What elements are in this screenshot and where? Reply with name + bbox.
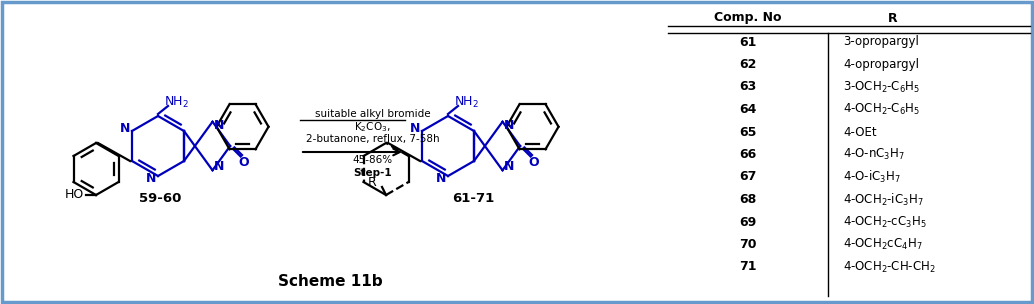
Text: K$_2$CO$_3$,: K$_2$CO$_3$, [355,120,391,134]
Text: 68: 68 [739,193,757,206]
Text: 3-OCH$_2$-C$_6$H$_5$: 3-OCH$_2$-C$_6$H$_5$ [843,79,920,95]
Text: 4-OCH$_2$-C$_6$H$_5$: 4-OCH$_2$-C$_6$H$_5$ [843,102,920,117]
Text: 67: 67 [739,171,757,184]
Text: 4-OCH$_2$-cC$_3$H$_5$: 4-OCH$_2$-cC$_3$H$_5$ [843,214,926,230]
Text: Comp. No: Comp. No [714,12,782,25]
Text: HO: HO [64,188,84,202]
Text: 69: 69 [739,216,757,229]
Text: N: N [409,123,420,136]
Text: R: R [888,12,898,25]
Text: 4-O-nC$_3$H$_7$: 4-O-nC$_3$H$_7$ [843,147,905,162]
Text: 4-opropargyl: 4-opropargyl [843,58,919,71]
Text: N: N [120,123,130,136]
Text: NH$_2$: NH$_2$ [163,95,188,109]
Text: N: N [214,160,224,173]
Text: N: N [505,160,515,173]
Text: 63: 63 [739,81,757,94]
Text: 4-O-iC$_3$H$_7$: 4-O-iC$_3$H$_7$ [843,169,901,185]
Text: 66: 66 [739,148,757,161]
Text: NH$_2$: NH$_2$ [454,95,479,109]
Text: suitable alkyl bromide: suitable alkyl bromide [314,109,430,119]
Text: 3-opropargyl: 3-opropargyl [843,36,919,49]
Text: 71: 71 [739,261,757,274]
Text: 4-OCH$_2$-CH-CH$_2$: 4-OCH$_2$-CH-CH$_2$ [843,259,936,275]
Text: Step-1: Step-1 [354,168,392,178]
Text: R: R [368,177,376,189]
Text: N: N [214,119,224,132]
Text: 70: 70 [739,238,757,251]
Text: N: N [146,171,156,185]
Text: 59-60: 59-60 [139,192,181,205]
Text: 4-OEt: 4-OEt [843,126,877,139]
Text: 62: 62 [739,58,757,71]
Text: 64: 64 [739,103,757,116]
Text: 45-86%: 45-86% [353,155,393,165]
Text: Scheme 11b: Scheme 11b [278,275,383,289]
Text: 4-OCH$_2$cC$_4$H$_7$: 4-OCH$_2$cC$_4$H$_7$ [843,237,922,252]
Text: N: N [505,119,515,132]
Text: 61-71: 61-71 [452,192,494,205]
Text: 4-OCH$_2$-iC$_3$H$_7$: 4-OCH$_2$-iC$_3$H$_7$ [843,192,923,208]
Text: N: N [435,171,447,185]
Text: 2-butanone, reflux, 7-58h: 2-butanone, reflux, 7-58h [306,134,439,144]
Text: O: O [528,156,540,168]
Text: O: O [239,156,249,168]
Text: 65: 65 [739,126,757,139]
Text: 61: 61 [739,36,757,49]
